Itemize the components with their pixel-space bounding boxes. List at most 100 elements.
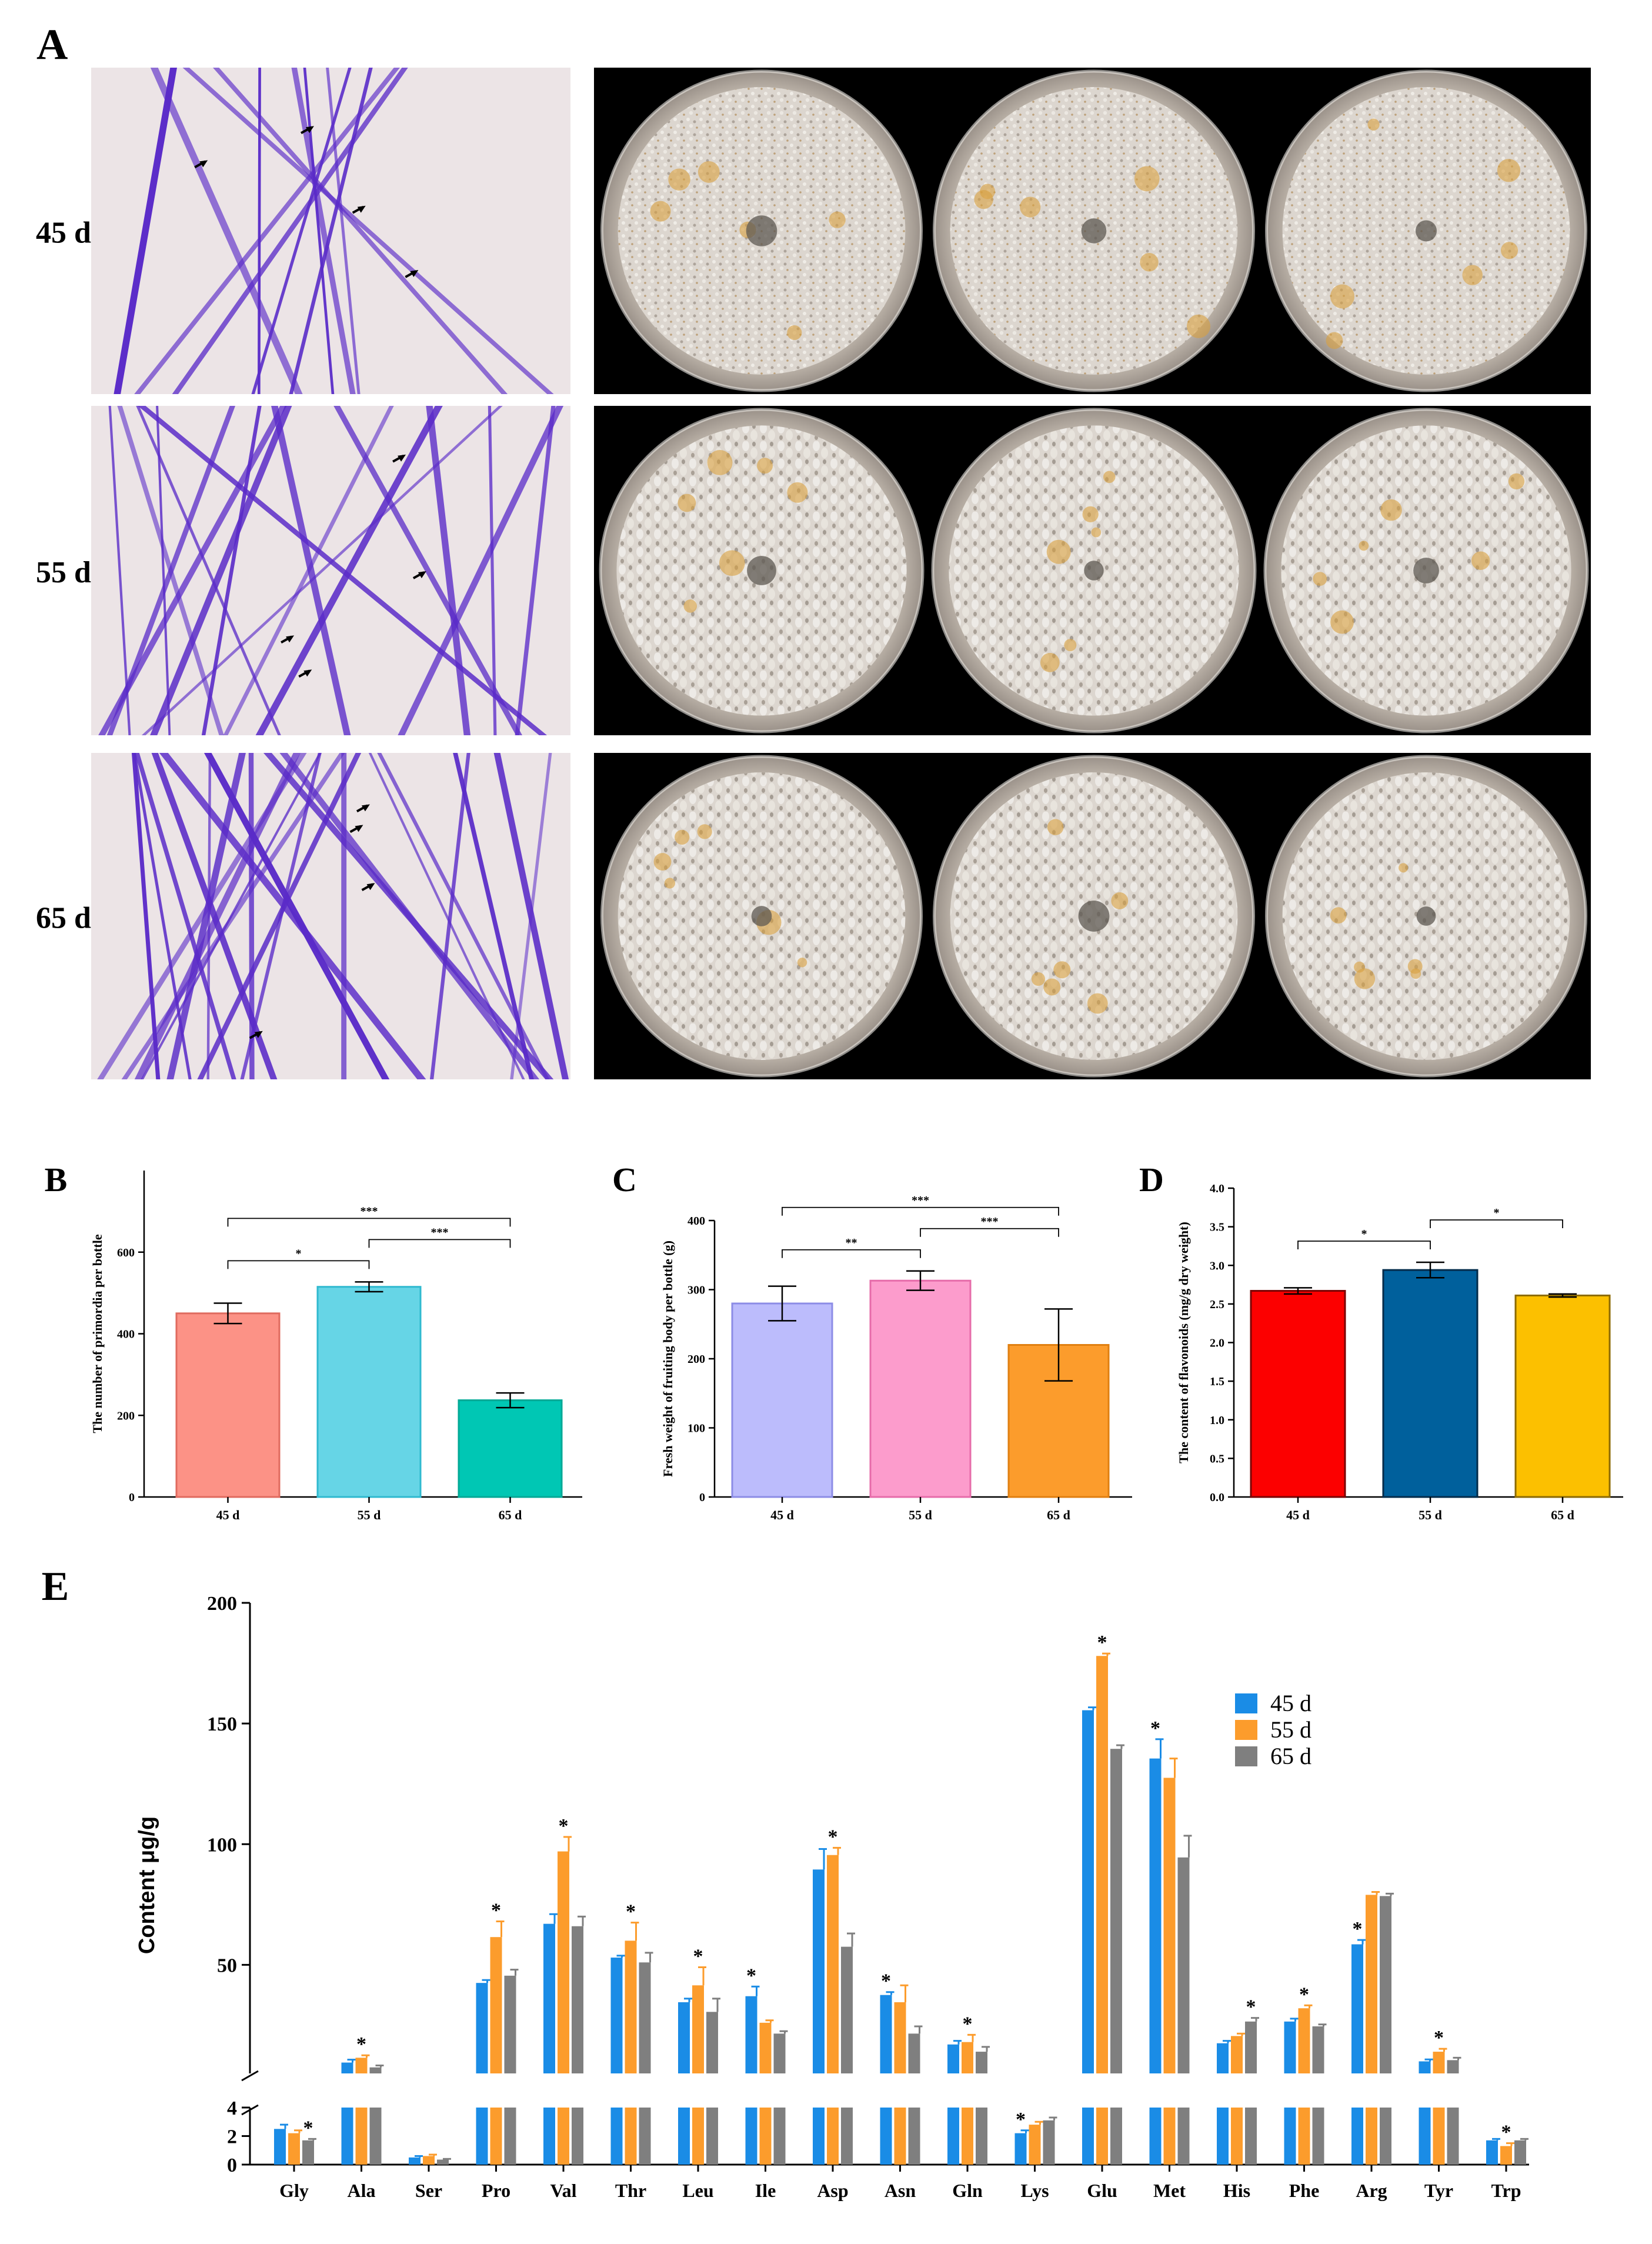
panel-d-chart: D 0.0 0.5 1.0 1.5 2.0 2.5 3.0 3.5 4.0 The content …	[1139, 1161, 1623, 1522]
bar	[1284, 2021, 1296, 2073]
bar	[625, 2108, 637, 2165]
bar	[1250, 1290, 1346, 1498]
significance-label: ***	[431, 1226, 449, 1239]
hypha-strand	[291, 68, 356, 394]
panel-b-chart: B 0 200 400 600 The number of primordia per b…	[45, 1161, 582, 1522]
significance-label: **	[846, 1236, 857, 1249]
hypha-strand	[172, 68, 408, 394]
y-tick-label: 300	[688, 1284, 705, 1297]
bar	[1298, 2008, 1310, 2073]
x-tick-label: 65 d	[1551, 1508, 1574, 1522]
panel-c-chart: C 0 100 200 300 400 Fresh weight of fruiting b…	[612, 1161, 1132, 1522]
significance-asterisk: *	[828, 1826, 838, 1848]
bar	[908, 2033, 920, 2073]
x-tick-label: His	[1223, 2180, 1250, 2201]
dish-rim	[931, 408, 1257, 733]
y-tick-label: 200	[688, 1353, 705, 1366]
bar	[558, 2108, 569, 2165]
significance-bracket	[1297, 1241, 1431, 1249]
dish-rim	[933, 69, 1255, 392]
bar	[1149, 2108, 1162, 2165]
x-tick-label: Tyr	[1424, 2180, 1453, 2201]
bar	[947, 2044, 959, 2073]
x-tick-label: Gln	[952, 2180, 983, 2201]
dish-spot	[1359, 541, 1369, 551]
panel-letter: B	[45, 1161, 68, 1199]
dish-spot	[1330, 907, 1347, 924]
bar	[1110, 1749, 1122, 2073]
bar	[302, 2140, 314, 2165]
y-tick-label: 1.5	[1210, 1375, 1224, 1388]
hypha-strand	[326, 68, 361, 394]
significance-asterisk: *	[746, 1965, 756, 1986]
dish-center-hole	[1078, 901, 1110, 932]
legend-label: 55 d	[1270, 1716, 1311, 1743]
bar	[880, 2108, 892, 2165]
x-tick-label: Met	[1153, 2180, 1186, 2201]
bar	[1514, 2140, 1526, 2165]
hypha-strand	[150, 406, 292, 735]
bar	[316, 1286, 422, 1498]
bar	[706, 2012, 718, 2073]
bar	[1284, 2108, 1296, 2165]
x-tick-label: Ala	[348, 2180, 376, 2201]
bar	[1312, 2026, 1324, 2073]
hyphae-group	[97, 753, 569, 1079]
x-tick-label: Phe	[1289, 2180, 1320, 2201]
bar	[827, 1855, 839, 2073]
micrograph-image	[91, 68, 570, 394]
bar	[1029, 2125, 1041, 2165]
y-tick-label: 0.0	[1210, 1491, 1224, 1504]
y-axis-title: The number of primordia per bottle	[90, 1234, 105, 1433]
dish-photo	[594, 68, 1591, 394]
dish-rim	[1263, 408, 1589, 733]
panel-letter: C	[612, 1161, 637, 1199]
bar	[1514, 1294, 1611, 1498]
arrow-marker-head	[355, 825, 363, 832]
hypha-strand	[515, 406, 556, 735]
bar	[1366, 1895, 1377, 2073]
bar	[504, 1975, 516, 2073]
dish-spot	[974, 190, 993, 209]
bar	[504, 2108, 516, 2165]
significance-bracket	[227, 1218, 511, 1227]
bar	[773, 2108, 786, 2165]
significance-asterisk: *	[559, 1815, 569, 1837]
bar	[678, 2002, 690, 2073]
bar	[175, 1312, 281, 1498]
bar	[869, 1279, 972, 1498]
bar	[341, 2108, 353, 2165]
bar	[423, 2156, 435, 2165]
y-tick-label: 600	[117, 1246, 135, 1259]
y-tick-label: 200	[117, 1409, 135, 1422]
x-tick-label: 65 d	[1047, 1508, 1070, 1522]
arrow-marker-head	[254, 1031, 263, 1038]
significance-asterisk: *	[1353, 1918, 1363, 1940]
bar	[288, 2133, 300, 2165]
bar	[1043, 2120, 1055, 2165]
bar	[543, 2108, 555, 2165]
dish-spot	[1140, 253, 1159, 272]
bar	[274, 2129, 286, 2165]
hypha-strand	[426, 406, 471, 735]
y-tick-label: 1.0	[1210, 1414, 1224, 1427]
dish-spot	[1313, 572, 1327, 586]
bar	[813, 2108, 825, 2165]
hypha-strand	[333, 406, 523, 735]
bar	[341, 2062, 353, 2073]
x-tick-label: Leu	[682, 2180, 713, 2201]
dish-center-hole	[1084, 561, 1104, 581]
row-label: 55 d	[36, 556, 91, 589]
bar	[369, 2108, 382, 2165]
x-tick-label: 55 d	[1419, 1508, 1442, 1522]
dish-spot	[683, 599, 697, 613]
dish-spot	[719, 550, 745, 576]
bar	[1380, 2108, 1391, 2165]
bar	[490, 2108, 502, 2165]
dish-rim	[1265, 69, 1587, 392]
x-tick-label: 55 d	[358, 1508, 381, 1522]
dish-spot	[675, 829, 690, 845]
x-tick-label: 45 d	[216, 1508, 240, 1522]
hypha-strand	[303, 68, 335, 394]
